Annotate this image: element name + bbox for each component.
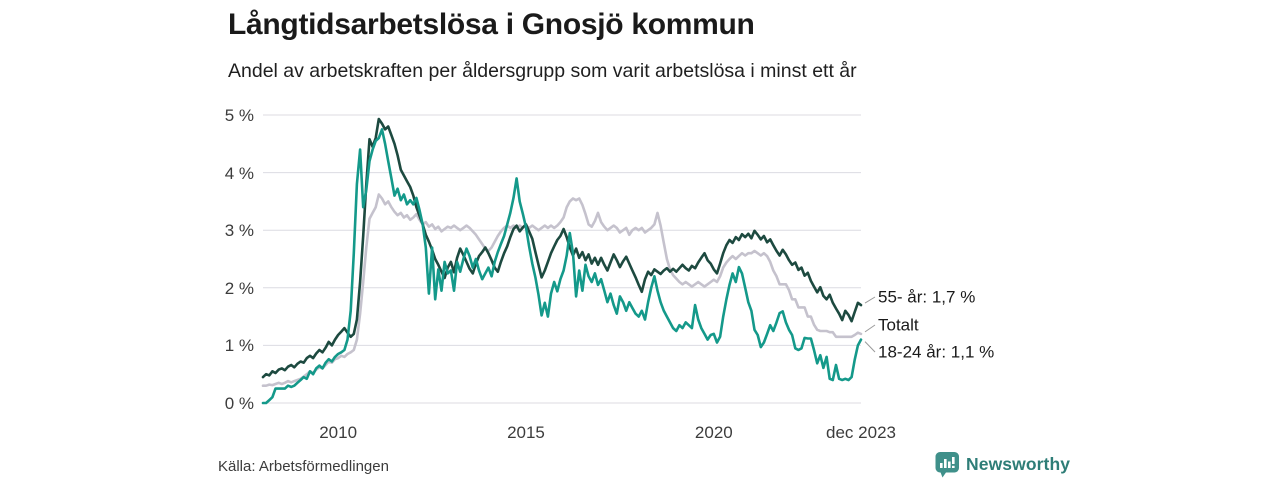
- chart-title: Långtidsarbetslösa i Gnosjö kommun: [228, 8, 755, 41]
- x-axis-tick: 2020: [694, 423, 733, 442]
- y-axis-tick: 1 %: [224, 336, 254, 356]
- newsworthy-brand: Newsworthy: [935, 450, 1070, 478]
- y-axis-tick: 3 %: [224, 221, 254, 241]
- y-axis-tick: 5 %: [224, 106, 254, 125]
- series-label-18-24år: 18-24 år: 1,1 %: [878, 342, 995, 362]
- y-axis-tick: 0 %: [224, 394, 254, 413]
- series-line-55-år: [261, 117, 863, 379]
- y-axis-tick: 4 %: [224, 163, 254, 183]
- series-line-18-24år: [261, 128, 863, 405]
- annotation-leader-line: [864, 341, 876, 353]
- x-axis-tick: dec 2023: [826, 423, 896, 442]
- y-axis-tick: 2 %: [224, 278, 254, 298]
- x-axis-tick: 2010: [319, 423, 358, 442]
- annotation-leader-line: [864, 324, 876, 333]
- x-axis-tick: 2015: [507, 423, 545, 442]
- series-line-Totalt: [261, 193, 863, 388]
- source-note: Källa: Arbetsförmedlingen: [218, 458, 389, 475]
- series-label-55-år: 55- år: 1,7 %: [878, 287, 976, 307]
- series-label-Totalt: Totalt: [878, 315, 919, 335]
- brand-name: Newsworthy: [966, 453, 1071, 474]
- bar-chart-speech-bubble-icon: [935, 451, 959, 477]
- annotation-leader-line: [864, 296, 876, 304]
- chart-subtitle: Andel av arbetskraften per åldersgrupp s…: [228, 60, 857, 82]
